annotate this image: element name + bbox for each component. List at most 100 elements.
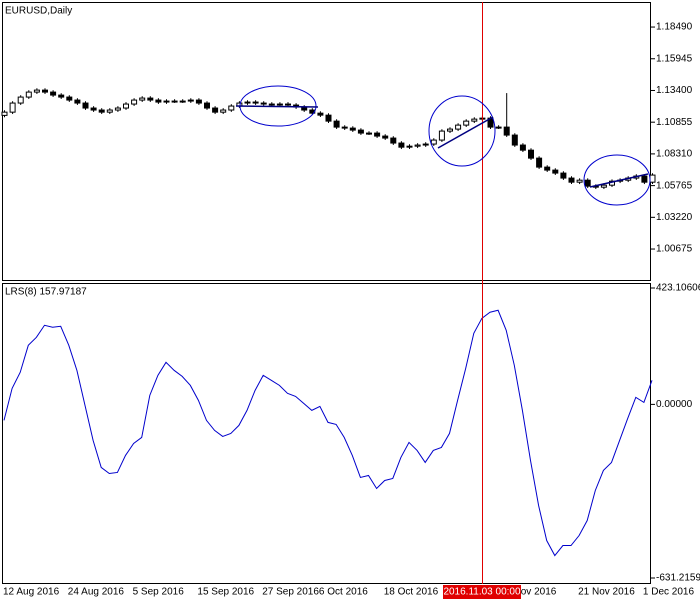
- candle-body: [568, 177, 575, 183]
- candle-body: [163, 100, 170, 103]
- candle-body: [560, 172, 567, 179]
- crosshair-label-box: [443, 585, 521, 599]
- candle-body: [74, 99, 81, 104]
- y-tick-label: 1.05765: [656, 180, 693, 191]
- candle-body: [195, 99, 202, 104]
- annotation-ellipse: [583, 154, 651, 206]
- candle-body: [414, 144, 421, 147]
- candle-body: [90, 107, 97, 111]
- x-tick-label: 18 Oct 2016: [384, 587, 439, 598]
- candle-body: [357, 129, 364, 134]
- candle-body: [42, 89, 48, 93]
- candle-body: [519, 144, 526, 151]
- trend-line: [235, 105, 319, 108]
- candle-body: [58, 94, 65, 98]
- candle-body: [1, 111, 8, 116]
- candle-body: [66, 96, 73, 101]
- candle-body: [471, 118, 478, 122]
- candle-body: [17, 96, 24, 104]
- x-tick-label: 12 Aug 2016: [3, 587, 60, 598]
- y-tick-label: 1.15945: [656, 53, 693, 64]
- indicator-title: LRS(8) 157.97187: [5, 287, 87, 298]
- candle-body: [430, 139, 437, 145]
- candle-body: [349, 127, 356, 131]
- candle-body: [82, 102, 89, 109]
- candle-body: [139, 97, 146, 101]
- x-tick-label: 15 Sep 2016: [197, 587, 254, 598]
- candle-body: [50, 91, 57, 96]
- candle-body: [641, 175, 648, 183]
- candle-body: [325, 114, 332, 122]
- y-tick-label: 1.00675: [656, 244, 693, 255]
- y-tick-label: 1.10855: [656, 117, 693, 128]
- candle-body: [536, 157, 543, 168]
- candle-body: [600, 184, 607, 188]
- candle-body: [212, 107, 219, 113]
- price-panel: [2, 2, 651, 281]
- candle-body: [374, 132, 381, 137]
- trend-line: [589, 173, 649, 188]
- x-tick-label: 5 Sep 2016: [133, 587, 185, 598]
- x-tick-label: 8 Nov 2016: [505, 587, 557, 598]
- candle-body: [455, 124, 462, 130]
- candle-body: [147, 97, 154, 101]
- candle-body: [341, 126, 348, 129]
- y-tick-label: 1.18490: [656, 22, 693, 33]
- candle-body: [382, 135, 389, 139]
- x-tick-label: 6 Oct 2016: [319, 587, 368, 598]
- candle-body: [447, 128, 453, 132]
- candle-body: [179, 100, 186, 103]
- candle-body: [268, 103, 275, 106]
- candle-body: [438, 130, 445, 141]
- candle-body: [390, 137, 397, 144]
- candle-body: [511, 134, 518, 146]
- candle-body: [503, 126, 510, 136]
- candle-body: [131, 99, 138, 105]
- candle-body: [204, 102, 210, 109]
- x-tick-label: 24 Aug 2016: [68, 587, 125, 598]
- x-tick-label: 21 Nov 2016: [578, 587, 635, 598]
- annotation-ellipse: [428, 95, 496, 167]
- candle-body: [171, 100, 178, 103]
- x-tick-label: 1 Dec 2016: [643, 587, 695, 598]
- y-tick-label: 423.10606: [656, 283, 700, 294]
- y-tick-label: 1.03220: [656, 212, 693, 223]
- candle-body: [495, 126, 502, 129]
- candle-body: [463, 120, 470, 126]
- candle-body: [544, 166, 551, 171]
- candle-body: [98, 109, 105, 113]
- indicator-panel: [2, 283, 651, 584]
- candle-body: [649, 174, 656, 183]
- crosshair-label: 2016.11.03 00:00: [443, 587, 521, 598]
- candle-body: [220, 109, 227, 113]
- candle-body: [552, 169, 559, 174]
- candle-body: [398, 142, 405, 148]
- candle-body: [114, 107, 121, 111]
- y-tick-label: 1.08310: [656, 149, 693, 160]
- candle-body: [33, 89, 40, 93]
- candle-body: [9, 102, 16, 113]
- candle-body: [317, 112, 324, 116]
- candle-body: [25, 91, 32, 98]
- x-tick-label: 27 Sep 2016: [262, 587, 319, 598]
- candle-body: [187, 99, 194, 102]
- chart-title: EURUSD,Daily: [5, 6, 72, 17]
- candle-body: [422, 143, 429, 146]
- candle-body: [576, 179, 583, 183]
- trend-line: [437, 116, 494, 149]
- indicator-line: [3, 309, 653, 557]
- candle-body: [155, 99, 162, 103]
- candle-body: [276, 103, 283, 106]
- candle-body: [252, 101, 259, 104]
- candle-body: [123, 103, 129, 109]
- y-tick-label: 1.13400: [656, 85, 693, 96]
- candle-body: [528, 149, 534, 159]
- candle-body: [406, 145, 413, 148]
- y-tick-label: -631.21598: [656, 573, 700, 584]
- candle-body: [333, 120, 340, 128]
- candle-body: [260, 102, 267, 105]
- candle-body: [106, 109, 113, 113]
- candle-body: [285, 103, 291, 106]
